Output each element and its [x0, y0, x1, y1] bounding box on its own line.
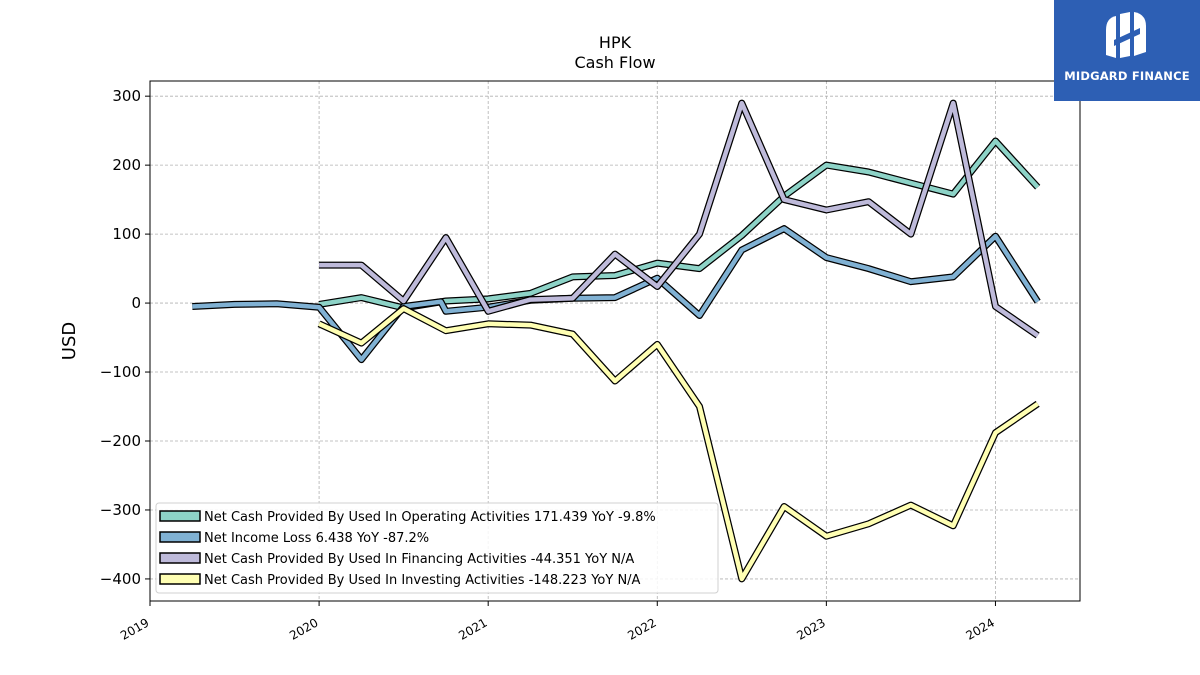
x-axis-ticks: 2019 2020 2021 2022 2023 2024: [118, 601, 997, 643]
y-tick-label: 200: [112, 156, 141, 174]
legend-box: [155, 502, 719, 594]
series-line-4: [318, 306, 1039, 582]
x-tick-label: 2024: [964, 615, 997, 642]
x-tick-label: 2019: [118, 615, 151, 642]
legend-swatch: [159, 531, 201, 543]
x-tick-label: 2021: [456, 615, 489, 642]
series-lines: [192, 99, 1041, 583]
legend: Net Cash Provided By Used In Operating A…: [155, 502, 719, 594]
midgard-logo-icon: [1106, 12, 1146, 58]
y-tick-label: 0: [131, 294, 141, 312]
legend-swatch: [159, 510, 201, 522]
legend-entry: Net Cash Provided By Used In Operating A…: [204, 510, 656, 525]
x-tick-label: 2023: [794, 615, 827, 642]
y-tick-label: 300: [112, 87, 141, 105]
series-line-3: [319, 100, 1039, 338]
x-tick-label: 2020: [287, 615, 320, 642]
y-tick-label: 100: [112, 225, 141, 243]
legend-swatch: [159, 573, 201, 585]
chart-title: HPK: [599, 33, 632, 52]
y-tick-label: −100: [100, 363, 141, 381]
y-tick-label: −300: [100, 501, 141, 519]
legend-entry: Net Cash Provided By Used In Investing A…: [204, 573, 641, 588]
legend-swatch: [159, 552, 201, 564]
legend-entry: Net Income Loss 6.438 YoY -87.2%: [204, 531, 429, 546]
y-axis-label: USD: [59, 322, 80, 360]
y-tick-label: −400: [100, 570, 141, 588]
brand-logo: MIDGARD FINANCE: [1054, 0, 1200, 101]
y-axis-ticks: 300 200 100 0 −100 −200 −300 −400: [100, 87, 150, 588]
chart-subtitle: Cash Flow: [574, 53, 655, 72]
plot-frame: [149, 80, 1081, 602]
x-tick-label: 2022: [625, 615, 658, 642]
y-tick-label: −200: [100, 432, 141, 450]
brand-name: MIDGARD FINANCE: [1064, 69, 1190, 83]
legend-entry: Net Cash Provided By Used In Financing A…: [204, 552, 634, 567]
